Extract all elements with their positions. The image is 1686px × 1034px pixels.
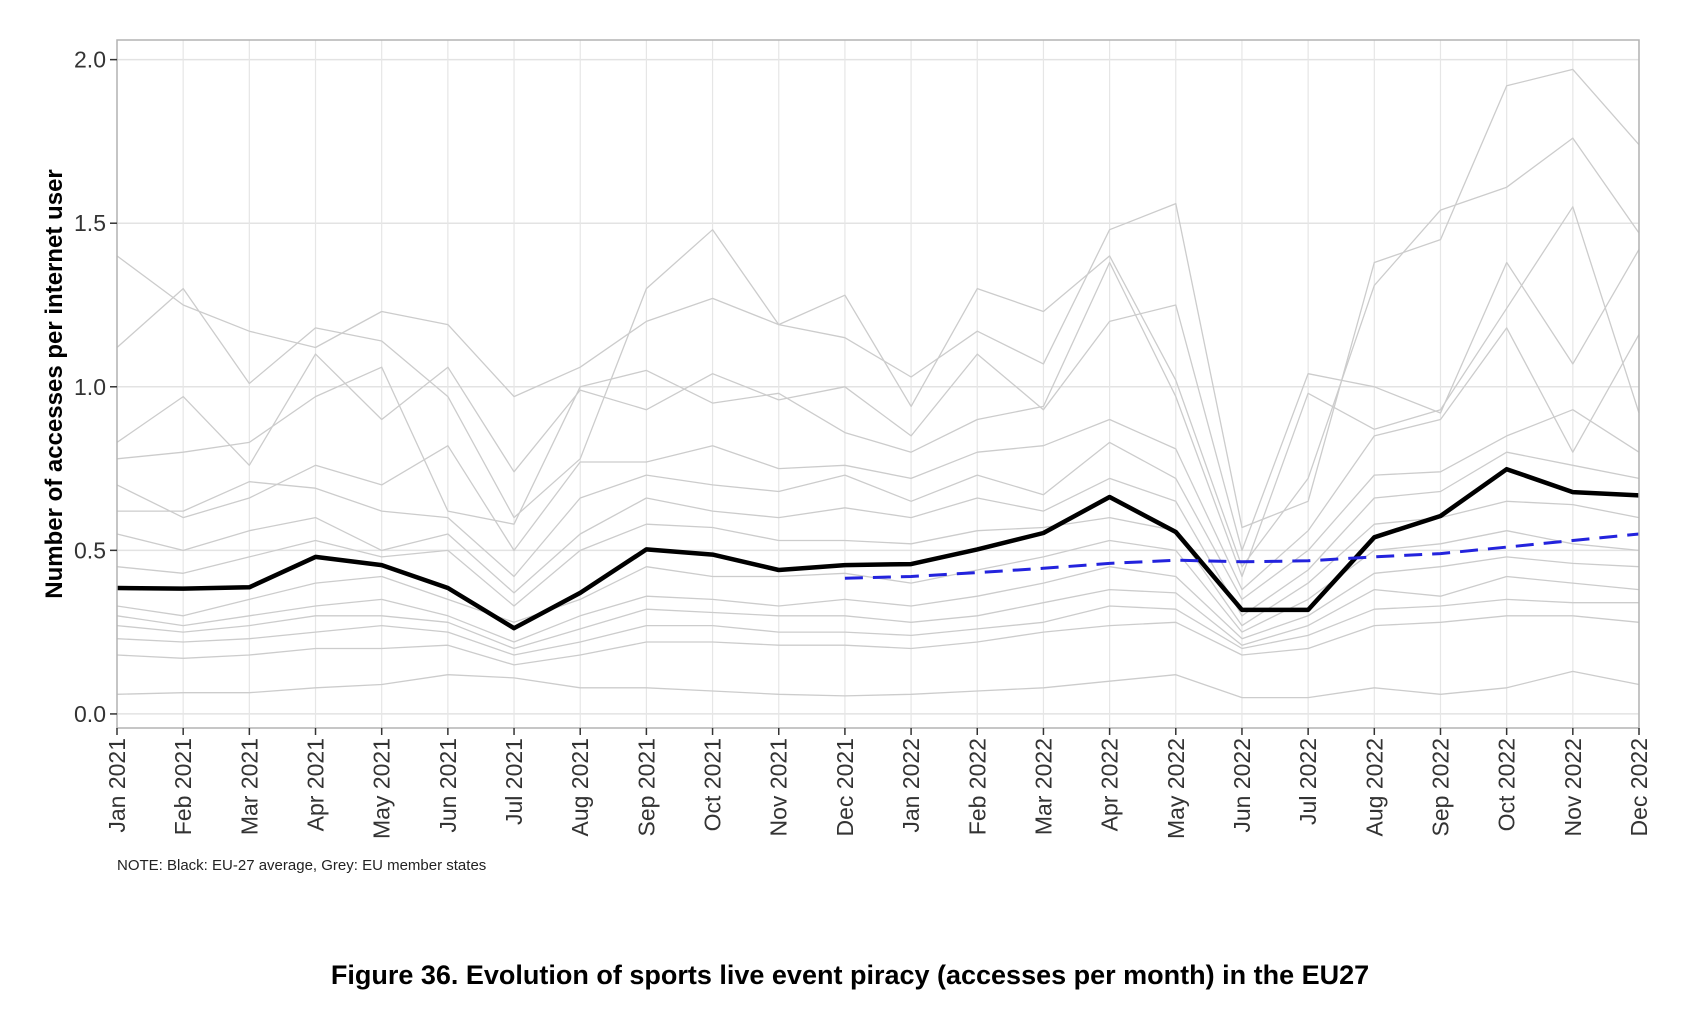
lines	[116, 68, 1640, 699]
series-line	[116, 598, 1639, 656]
y-tick-label: 2.0	[74, 47, 106, 73]
x-tick-label: May 2022	[1163, 738, 1189, 839]
x-tick-label: Jul 2022	[1295, 738, 1321, 825]
x-tick-label: Jan 2021	[104, 738, 130, 833]
x-tick-label: Jun 2022	[1229, 738, 1255, 833]
series-line	[844, 532, 1640, 580]
series-line	[117, 409, 1640, 601]
caption: Figure 36. Evolution of sports live even…	[331, 960, 1369, 990]
x-tick-label: Jun 2021	[435, 738, 461, 833]
x-tick-label: Feb 2021	[170, 738, 196, 835]
series-line	[116, 575, 1640, 650]
series-line	[116, 615, 1640, 666]
x-tick-label: Apr 2022	[1097, 738, 1123, 831]
x-tick-label: Nov 2021	[766, 738, 792, 836]
axes: 0.0 0.5 1.0 1.5 2.0 Jan 2021 Feb 2021 Mar 2021 A…	[74, 47, 1652, 839]
note: NOTE: Black: EU-27 average, Grey: EU mem…	[117, 857, 486, 874]
x-tick-label: Dec 2022	[1626, 738, 1652, 836]
x-tick-label: Aug 2021	[567, 738, 593, 836]
x-tick-label: Jan 2022	[898, 738, 924, 833]
series-line	[116, 206, 1640, 578]
x-tick-label: Sep 2022	[1427, 738, 1453, 836]
y-tick-label: 1.5	[74, 210, 106, 236]
grid	[116, 40, 1640, 728]
x-tick-label: Apr 2021	[303, 738, 329, 831]
plot-border	[116, 39, 1640, 729]
x-tick-label: Feb 2022	[964, 738, 990, 835]
x-tick-label: Mar 2022	[1030, 738, 1056, 835]
x-tick-label: Aug 2022	[1361, 738, 1387, 836]
series-line	[116, 68, 1640, 529]
y-tick-label: 0.5	[74, 537, 106, 563]
series-line	[116, 137, 1640, 568]
series-line	[116, 327, 1640, 591]
x-tick-label: Sep 2021	[633, 738, 659, 836]
x-tick-label: May 2021	[369, 738, 395, 839]
series-line	[116, 466, 1640, 631]
x-tick-label: Nov 2022	[1560, 738, 1586, 836]
series-line	[116, 556, 1640, 643]
x-tick-label: Dec 2021	[832, 738, 858, 836]
x-tick-label: Jul 2021	[501, 738, 527, 825]
y-axis-label: Number of accesses per internet user	[41, 169, 68, 599]
series-line	[116, 451, 1640, 617]
series-line	[116, 500, 1640, 627]
series-line	[116, 670, 1640, 699]
x-tick-label: Mar 2021	[236, 738, 262, 835]
y-tick-label: 0.0	[74, 701, 106, 727]
x-tick-label: Oct 2022	[1494, 738, 1520, 831]
x-tick-label: Oct 2021	[700, 738, 726, 831]
series-line	[116, 249, 1640, 552]
y-tick-label: 1.0	[74, 374, 106, 400]
plot-panel	[117, 40, 1639, 728]
